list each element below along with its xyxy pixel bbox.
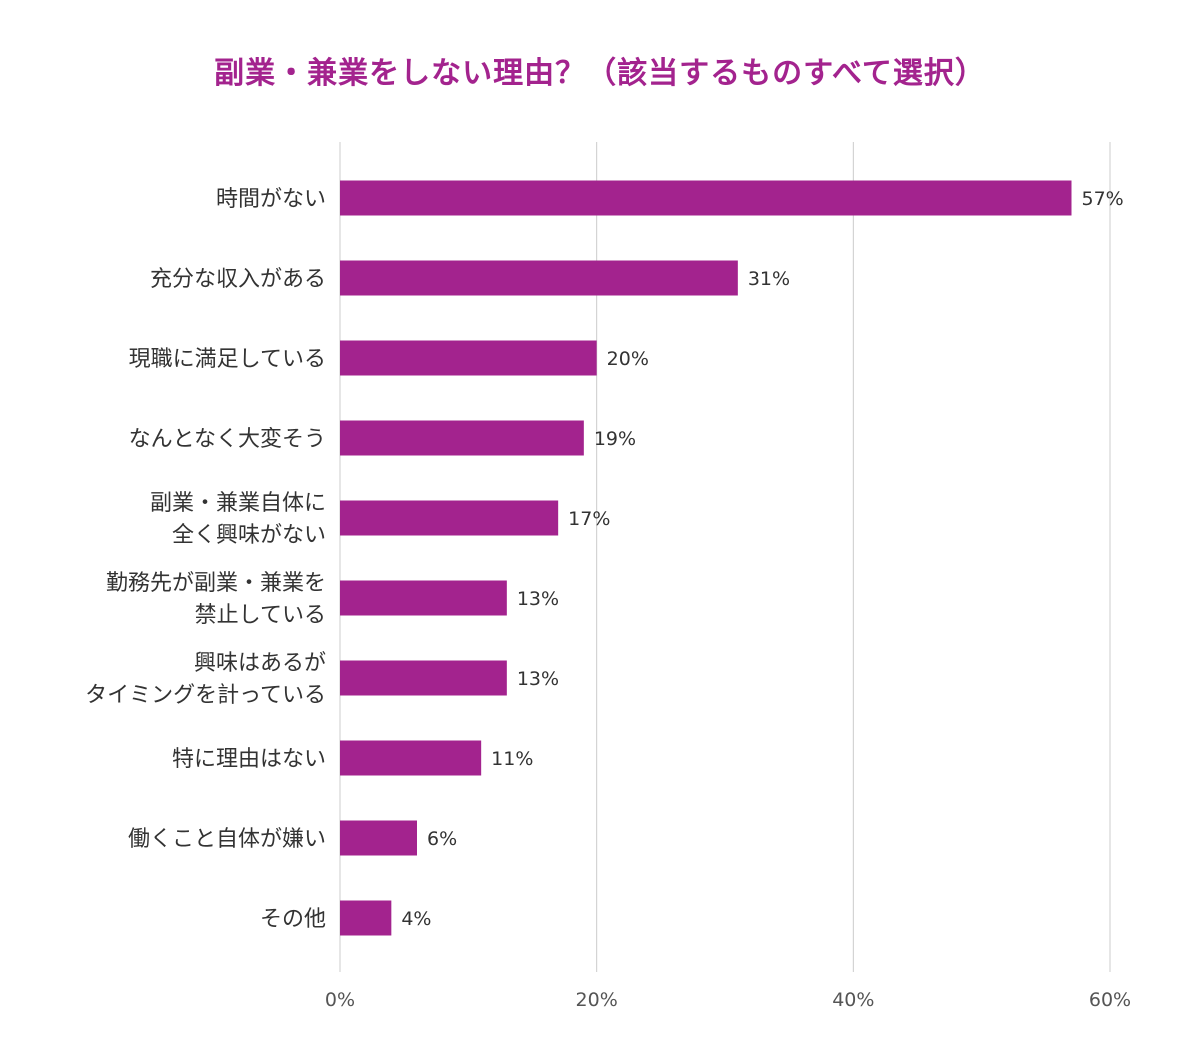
category-label: 特に理由はない [172,747,326,772]
category-label: 副業・兼業自体に全く興味がない [150,491,326,548]
category-label-line: 全く興味がない [172,523,326,548]
value-label: 17% [568,508,610,530]
bar [340,340,597,376]
value-label: 13% [517,668,559,690]
category-label-line: 勤務先が副業・兼業を [106,571,326,596]
value-label: 6% [427,828,457,850]
category-label: 勤務先が副業・兼業を禁止している [106,571,326,628]
category-label: 現職に満足している [129,347,326,372]
value-label: 19% [594,428,636,450]
value-label: 4% [401,908,431,930]
category-label-line: タイミングを計っている [85,683,326,708]
bar [340,500,559,536]
x-tick-label: 40% [832,989,874,1011]
value-label: 11% [491,748,533,770]
chart-title: 副業・兼業をしない理由？（該当するものすべて選択） [214,56,986,91]
bar [340,740,482,776]
bar [340,660,507,696]
value-label: 57% [1082,188,1124,210]
category-label-line: 興味はあるが [194,651,326,676]
x-tick-label: 20% [576,989,618,1011]
bar [340,900,392,936]
category-label-line: なんとなく大変そう [129,427,326,452]
category-label-line: 副業・兼業自体に [150,491,326,516]
category-label-line: 時間がない [216,187,326,212]
category-label-line: 働くこと自体が嫌い [128,827,326,852]
category-label: 時間がない [216,187,326,212]
category-label: 充分な収入がある [150,267,326,292]
bar [340,820,417,856]
bar [340,180,1072,216]
category-label-line: 特に理由はない [172,747,326,772]
category-label-line: 充分な収入がある [150,267,326,292]
value-label: 31% [748,268,790,290]
category-label-line: 禁止している [195,603,326,628]
category-label: 興味はあるがタイミングを計っている [85,651,326,708]
bar [340,580,507,616]
category-label: その他 [260,907,326,932]
bar [340,260,738,296]
category-label: なんとなく大変そう [129,427,326,452]
x-tick-label: 60% [1089,989,1131,1011]
category-label-line: その他 [260,907,326,932]
category-label: 働くこと自体が嫌い [128,827,326,852]
x-tick-label: 0% [325,989,355,1011]
value-label: 20% [607,348,649,370]
category-label-line: 現職に満足している [129,347,326,372]
bar [340,420,584,456]
value-label: 13% [517,588,559,610]
